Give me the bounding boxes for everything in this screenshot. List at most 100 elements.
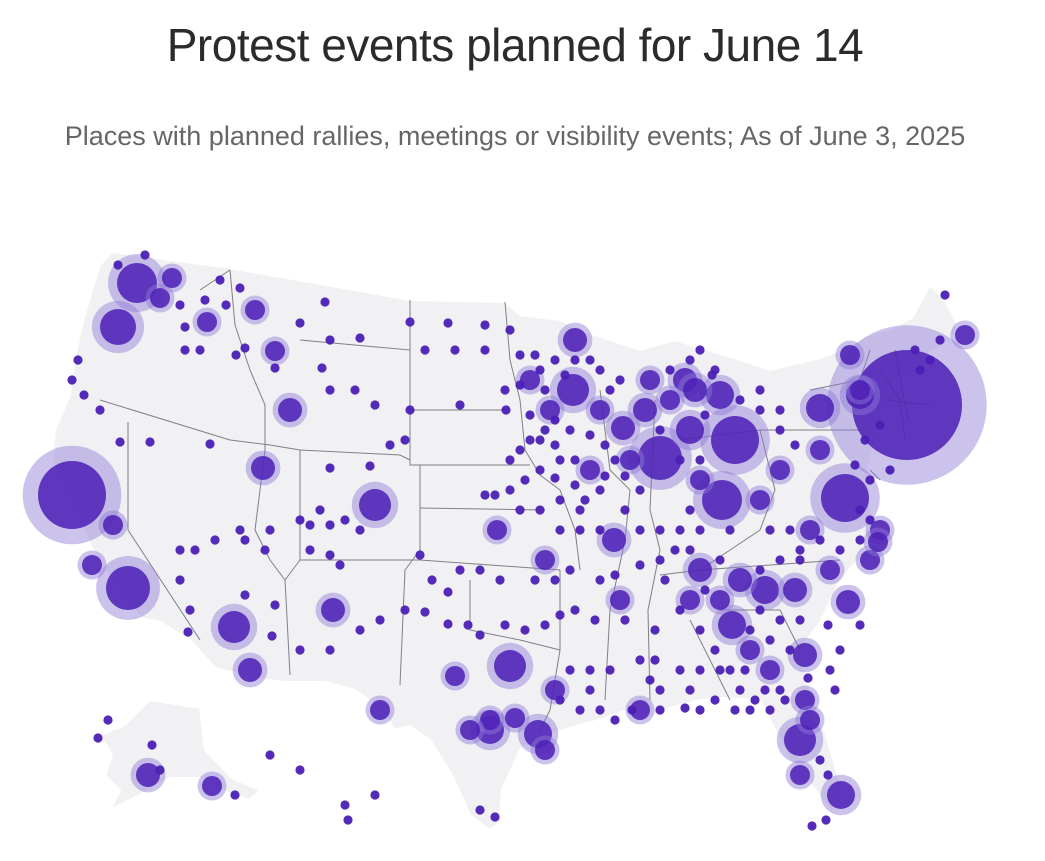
event-marker	[675, 525, 685, 535]
event-marker	[820, 560, 840, 580]
event-marker	[415, 550, 425, 560]
event-marker	[711, 416, 759, 464]
event-marker	[202, 776, 222, 796]
event-marker	[295, 765, 305, 775]
event-marker	[695, 345, 705, 355]
event-marker	[715, 555, 725, 565]
event-marker	[150, 288, 170, 308]
event-marker	[530, 575, 540, 585]
event-marker	[185, 605, 195, 615]
event-marker	[535, 465, 545, 475]
event-marker	[827, 781, 855, 809]
event-marker	[443, 587, 453, 597]
event-marker	[265, 525, 275, 535]
event-marker	[501, 405, 511, 415]
event-marker	[655, 685, 665, 695]
chart-subtitle: Places with planned rallies, meetings or…	[64, 121, 966, 151]
event-marker	[405, 405, 415, 415]
event-marker	[175, 545, 185, 555]
event-marker	[325, 335, 335, 345]
event-marker	[480, 490, 490, 500]
event-marker	[359, 489, 391, 521]
event-marker	[680, 590, 700, 610]
event-marker	[875, 420, 885, 430]
event-marker	[605, 385, 615, 395]
event-marker	[595, 575, 605, 585]
event-marker	[735, 685, 745, 695]
event-marker	[340, 800, 350, 810]
event-marker	[117, 263, 157, 303]
event-marker	[745, 705, 755, 715]
event-marker	[645, 675, 655, 685]
event-marker	[860, 435, 870, 445]
event-marker	[783, 578, 807, 602]
event-marker	[370, 700, 390, 720]
event-marker	[620, 450, 640, 470]
event-marker	[570, 480, 580, 490]
event-marker	[235, 525, 245, 535]
border-or-ca	[99, 399, 231, 441]
event-marker	[685, 355, 695, 365]
event-marker	[505, 455, 515, 465]
event-marker	[162, 268, 182, 288]
event-marker	[635, 655, 645, 665]
event-marker	[755, 565, 765, 575]
event-marker	[790, 440, 800, 450]
event-marker	[602, 528, 626, 552]
event-marker	[915, 365, 925, 375]
event-marker	[775, 615, 785, 625]
event-marker	[450, 345, 460, 355]
event-marker	[728, 568, 752, 592]
event-marker	[494, 650, 526, 682]
event-marker	[785, 645, 795, 655]
event-marker	[835, 545, 845, 555]
event-marker	[321, 598, 345, 622]
event-marker	[825, 665, 835, 675]
event-marker	[305, 545, 315, 555]
event-marker	[855, 505, 865, 515]
event-marker	[240, 535, 250, 545]
event-marker	[638, 436, 682, 480]
event-marker	[575, 525, 585, 535]
event-marker	[540, 425, 550, 435]
event-marker	[267, 631, 277, 641]
event-marker	[868, 532, 888, 552]
event-marker	[180, 345, 190, 355]
event-marker	[67, 375, 77, 385]
event-marker	[260, 545, 270, 555]
event-marker	[251, 456, 275, 480]
event-marker	[660, 575, 670, 585]
event-marker	[540, 385, 550, 395]
event-marker	[545, 680, 565, 700]
event-marker	[540, 620, 550, 630]
event-marker	[115, 437, 125, 447]
event-marker	[515, 380, 525, 390]
event-marker	[725, 665, 735, 675]
event-marker	[807, 821, 817, 831]
event-marker	[480, 710, 500, 730]
event-marker	[925, 355, 935, 365]
border-wi-il-ms	[599, 389, 631, 701]
event-marker	[490, 490, 500, 500]
border-mn-ia-mo	[504, 301, 581, 571]
event-marker	[106, 566, 150, 610]
event-marker	[218, 611, 250, 643]
event-marker	[420, 607, 430, 617]
event-marker	[850, 460, 860, 470]
event-marker	[695, 455, 705, 465]
event-marker	[800, 710, 820, 730]
event-marker	[570, 455, 580, 465]
event-marker	[570, 605, 580, 615]
event-marker	[475, 805, 485, 815]
event-marker	[231, 350, 241, 360]
event-marker	[685, 505, 695, 515]
event-marker	[635, 560, 645, 570]
event-marker	[93, 733, 103, 743]
event-marker	[400, 605, 410, 615]
event-marker	[505, 708, 525, 728]
event-marker	[500, 620, 510, 630]
event-marker	[95, 405, 105, 415]
event-marker	[535, 505, 545, 515]
event-marker	[427, 575, 437, 585]
event-marker	[585, 665, 595, 675]
